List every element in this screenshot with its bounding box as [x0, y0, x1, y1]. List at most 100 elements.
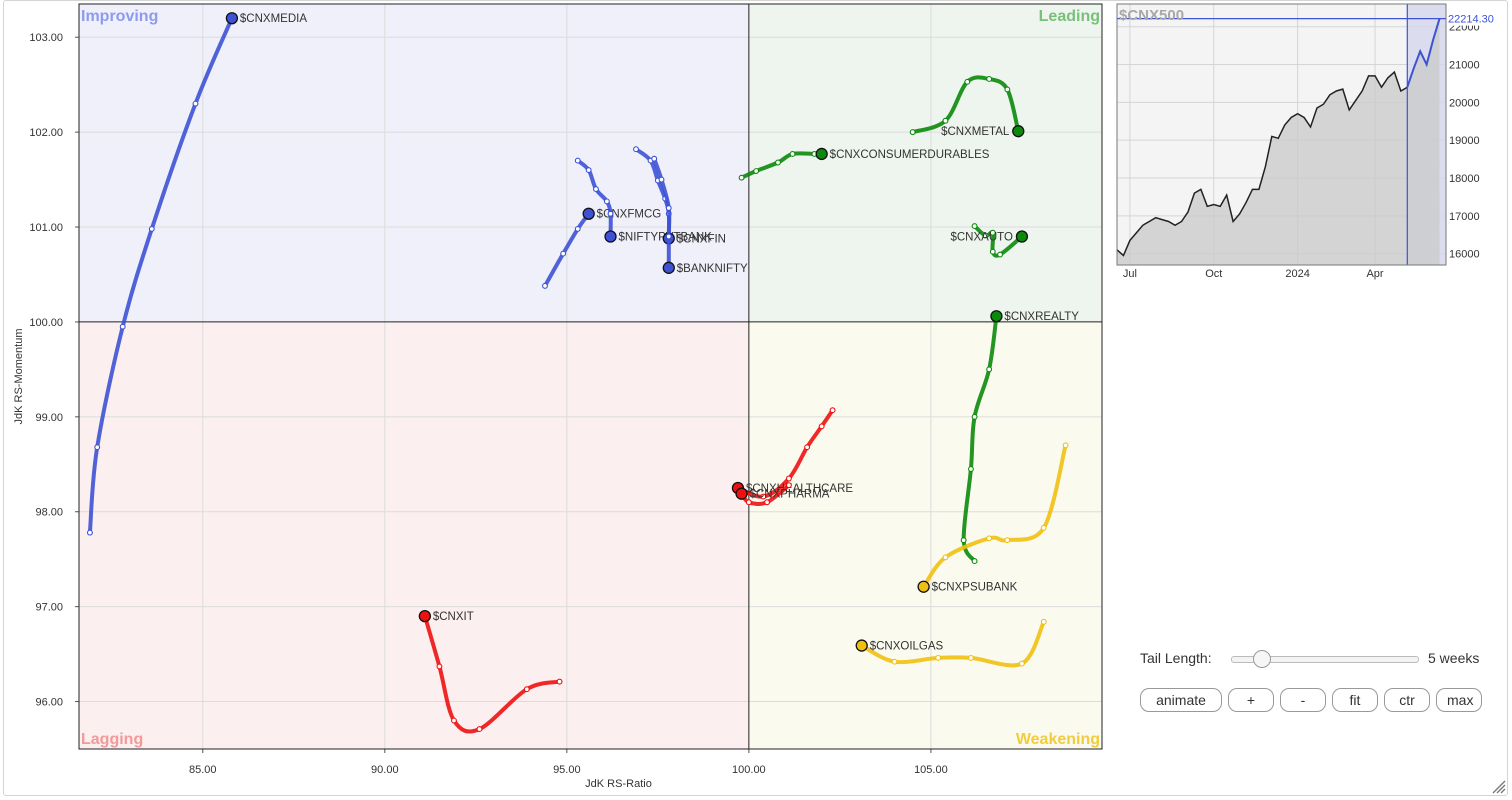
quadrant-label-leading: Leading — [1039, 8, 1100, 25]
series-banknifty: $BANKNIFTY — [651, 155, 748, 275]
series-label: $CNXMEDIA — [240, 13, 307, 25]
tail-point — [775, 159, 781, 166]
mini-y-tick-label: 19000 — [1449, 135, 1480, 147]
tail-point — [738, 174, 745, 181]
series-cnxrealty: $CNXREALTY — [960, 310, 1079, 565]
x-tick-label: 95.00 — [553, 764, 581, 776]
zoom-in-button[interactable]: + — [1228, 688, 1274, 712]
tail-point — [764, 499, 771, 506]
tail-point — [1004, 537, 1011, 544]
resize-grip-icon[interactable] — [1492, 780, 1506, 794]
head-point — [1012, 125, 1025, 138]
tail-point — [574, 225, 581, 232]
mini-price-line — [1116, 70, 1408, 257]
tail-point — [1062, 442, 1069, 449]
tail-length-label: Tail Length: — [1140, 650, 1212, 666]
series-cnxfmcg: $CNXFMCG — [542, 207, 662, 289]
tail-point — [560, 250, 567, 257]
head-point — [735, 487, 748, 500]
tail-point — [804, 444, 811, 451]
tail-point — [789, 150, 796, 157]
tail-point — [665, 205, 672, 211]
quadrant-leading — [748, 4, 1102, 322]
tail-point — [651, 155, 658, 162]
head-point — [815, 147, 828, 161]
tail-point — [785, 475, 792, 482]
tail-point — [942, 554, 949, 561]
tail-point — [148, 225, 155, 232]
y-tick-label: 101.00 — [29, 222, 63, 234]
quadrant-improving — [79, 4, 749, 322]
quadrant-lagging — [79, 321, 749, 749]
y-axis-title: JdK RS-Momentum — [13, 329, 25, 425]
series-label: $CNXAUTO — [950, 232, 1012, 244]
tail-point — [192, 100, 199, 107]
tail-point — [818, 423, 825, 430]
mini-chart-title: $CNX500 — [1119, 7, 1184, 24]
tail-point — [989, 229, 996, 236]
zoom-out-button[interactable]: - — [1280, 688, 1326, 712]
tail-point — [986, 366, 993, 373]
tail-point — [1018, 660, 1025, 667]
series-cnxauto: $CNXAUTO — [950, 223, 1029, 258]
center-button[interactable]: ctr — [1384, 688, 1430, 712]
tail-point — [960, 537, 967, 544]
tail-point — [574, 157, 581, 164]
series-label: $CNXPSUBANK — [932, 582, 1018, 594]
fit-button[interactable]: fit — [1332, 688, 1378, 712]
tail-point — [760, 493, 767, 500]
head-point — [1015, 230, 1029, 243]
series-label: $CNXMETAL — [941, 126, 1010, 138]
tail-point — [942, 117, 949, 124]
head-point — [225, 12, 239, 25]
series-label: $CNXREALTY — [1004, 311, 1079, 323]
tail-point — [451, 717, 457, 724]
tail-point — [665, 233, 672, 240]
tail-point — [909, 129, 916, 136]
tail-point — [935, 654, 942, 661]
mini-y-tick-label: 16000 — [1449, 249, 1480, 261]
tail-point — [1004, 86, 1011, 93]
x-tick-label: 100.00 — [732, 764, 766, 776]
series-cnxpsubank: $CNXPSUBANK — [917, 442, 1069, 594]
tail-length-slider-handle[interactable] — [1252, 650, 1271, 668]
quadrant-label-lagging: Lagging — [81, 731, 143, 748]
head-point — [582, 207, 595, 220]
tail-point — [971, 558, 978, 565]
series-label: $CNXOILGAS — [870, 641, 944, 653]
animate-button[interactable]: animate — [1140, 688, 1222, 712]
tail-length-slider[interactable] — [1231, 650, 1419, 668]
x-tick-label: 85.00 — [189, 764, 217, 776]
head-point — [662, 261, 675, 274]
mini-x-tick-label: Jul — [1123, 268, 1137, 280]
series-label: $CNXFMCG — [597, 209, 662, 221]
max-button[interactable]: max — [1436, 688, 1482, 712]
tail-point — [607, 210, 614, 217]
mini-last-value-bg — [1447, 10, 1503, 26]
mini-plot-border — [1116, 3, 1447, 266]
tail-point — [94, 444, 101, 451]
series-tail — [422, 614, 562, 734]
mini-y-tick-label: 18000 — [1449, 173, 1480, 185]
tail-point — [891, 658, 898, 665]
series-tail — [543, 211, 591, 288]
head-point — [990, 310, 1003, 323]
tail-point — [1040, 618, 1047, 625]
mini-area-fill — [1117, 18, 1440, 265]
head-point — [855, 639, 868, 652]
tail-point — [542, 282, 548, 289]
tail-point — [971, 223, 978, 230]
tail-point — [603, 198, 610, 205]
x-tick-label: 105.00 — [914, 764, 948, 776]
quadrant-weakening — [748, 321, 1102, 749]
tail-point — [986, 76, 993, 82]
mini-y-tick-label: 20000 — [1449, 97, 1480, 109]
tail-point — [633, 146, 639, 153]
series-cnxpharma: $CNXPHARMA — [735, 482, 830, 506]
y-tick-label: 97.00 — [35, 602, 63, 614]
series-label: $BANKNIFTY — [677, 263, 748, 275]
series-cnxoilgas: $CNXOILGAS — [855, 618, 1047, 668]
tail-point — [964, 78, 971, 85]
series-label: $CNXHEALTHCARE — [746, 483, 853, 495]
